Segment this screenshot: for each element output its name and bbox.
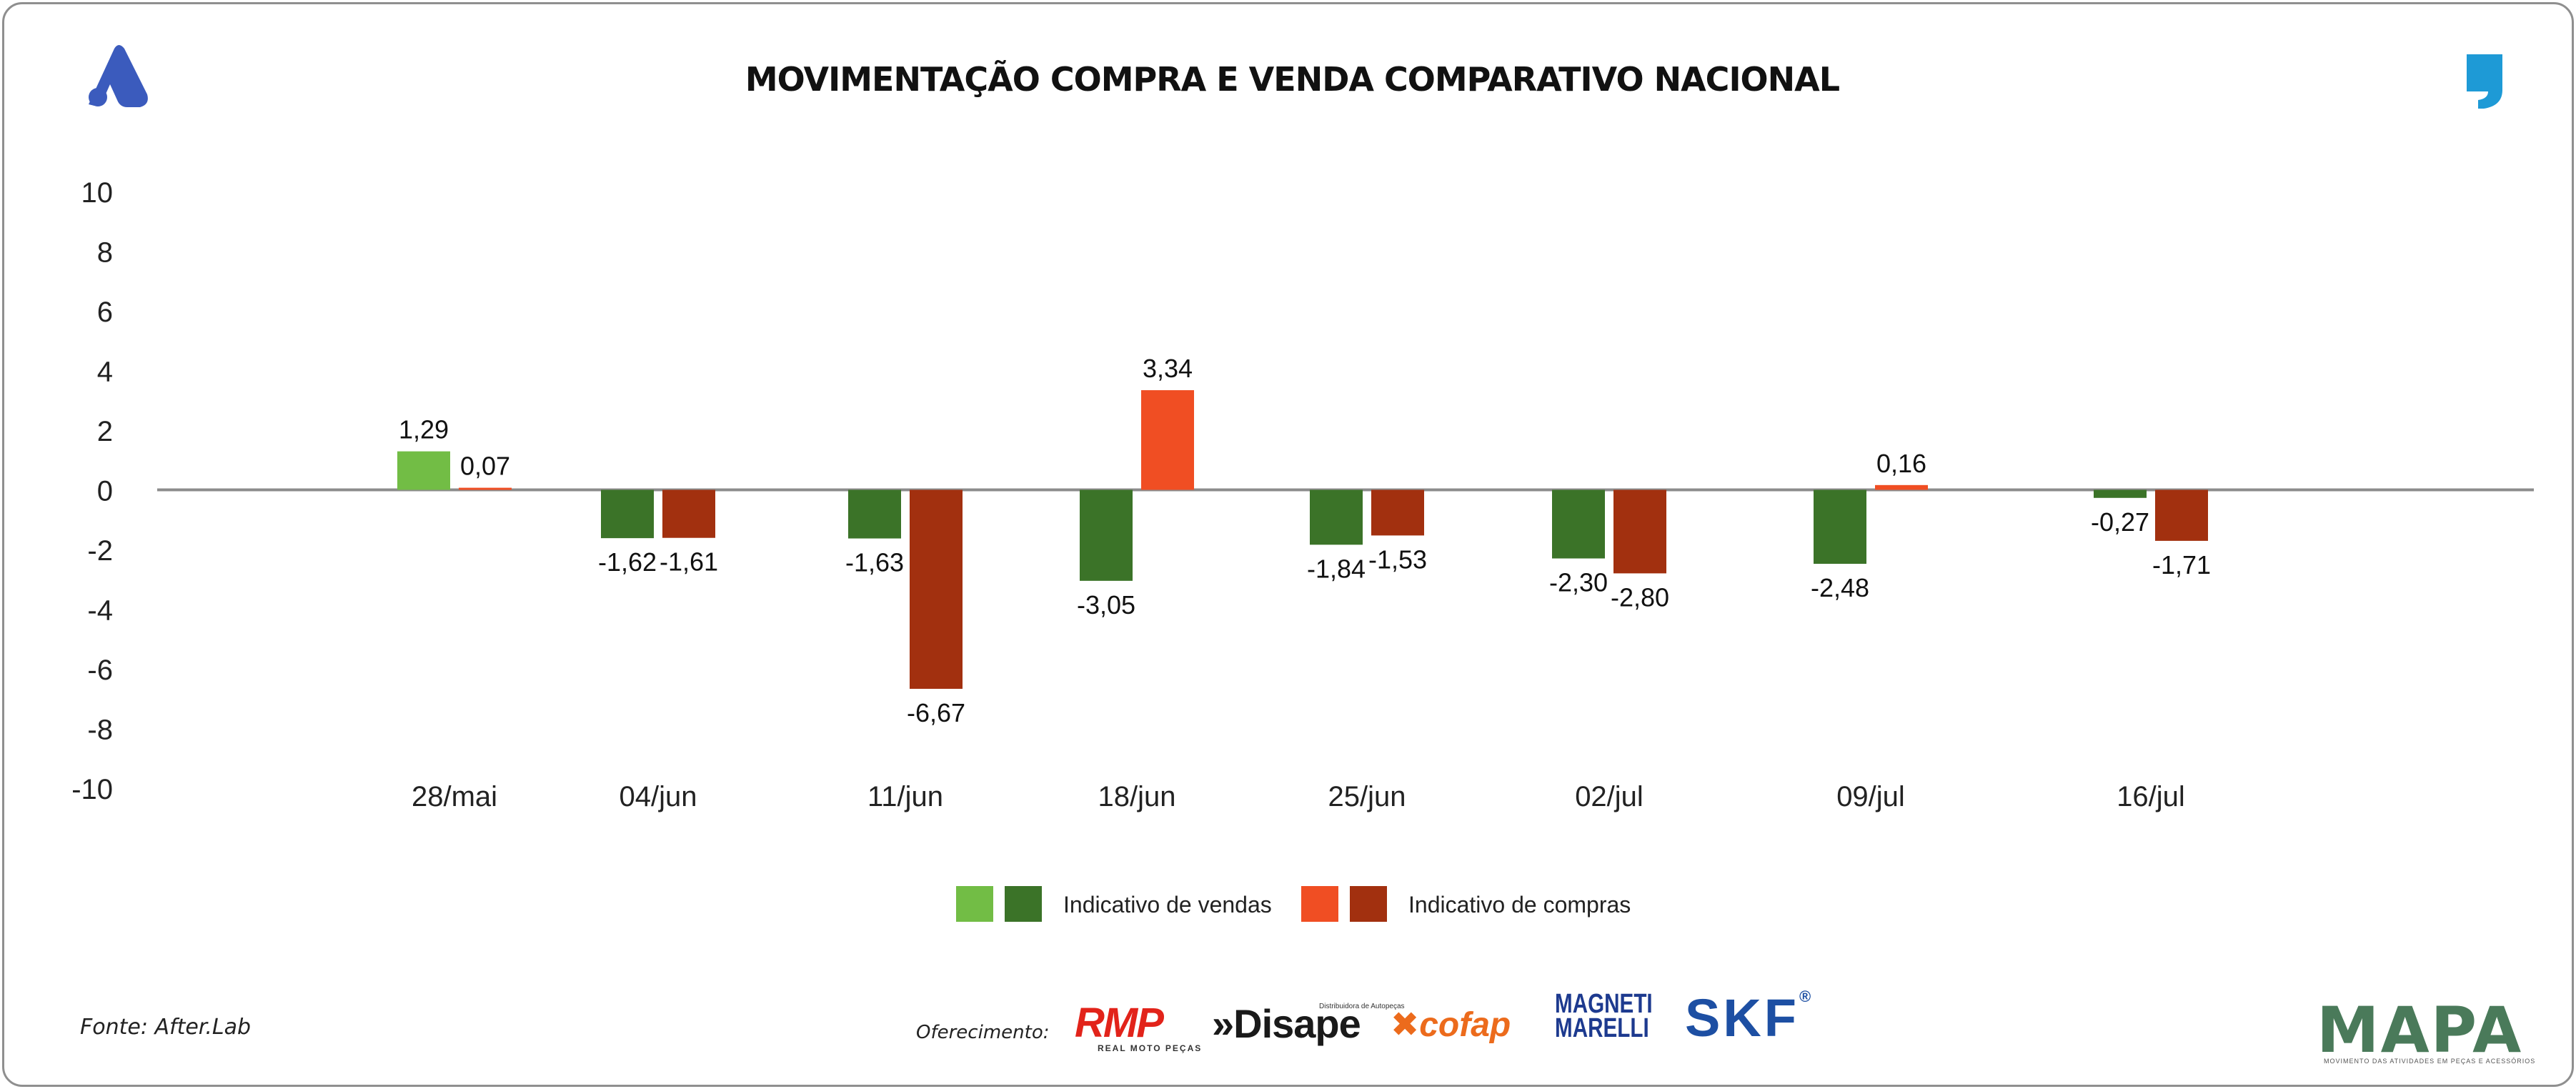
bar-compras	[662, 489, 715, 538]
mapa-logo: MAPA	[2317, 993, 2523, 1067]
rmp-logo-text: RMP	[1075, 1000, 1164, 1046]
cofap-logo-text: cofap	[1419, 1006, 1511, 1044]
bar-vendas	[397, 451, 450, 490]
legend-swatch	[956, 886, 993, 922]
bar-vendas	[1310, 489, 1363, 545]
sponsor-logo-disape: »Disape	[1212, 1001, 1361, 1046]
legend-label: Indicativo de compras	[1408, 892, 1631, 918]
data-label-compras: -2,80	[1611, 582, 1669, 612]
data-label-vendas: -1,62	[598, 547, 657, 577]
bar-compras	[1613, 489, 1666, 574]
bar-vendas	[2094, 489, 2147, 498]
data-label-vendas: -2,48	[1811, 573, 1869, 602]
y-tick-label: 10	[81, 177, 114, 209]
bar-compras	[459, 487, 512, 490]
sponsor-logo-magneti-marelli: MAGNETI MARELLI	[1555, 989, 1653, 1043]
data-label-compras: 0,16	[1876, 449, 1926, 478]
y-tick-label: 2	[97, 416, 113, 447]
legend-swatch	[1301, 886, 1338, 922]
x-tick-label: 11/jun	[867, 781, 943, 812]
x-tick-label: 18/jun	[1098, 781, 1176, 812]
bar-vendas	[1080, 489, 1133, 581]
afterlab-logo-icon	[89, 45, 148, 107]
bar-compras	[1141, 390, 1194, 490]
y-tick-label: 8	[97, 237, 113, 269]
legend-swatch	[1350, 886, 1387, 922]
bar-compras	[910, 489, 963, 689]
y-tick-label: 0	[97, 476, 113, 507]
data-label-vendas: -3,05	[1077, 590, 1135, 620]
x-tick-label: 09/jul	[1836, 781, 1905, 812]
sponsor-logo-skf: SKF®	[1685, 988, 1814, 1048]
data-label-vendas: -2,30	[1549, 568, 1608, 597]
x-tick-label: 25/jun	[1328, 781, 1406, 812]
data-label-compras: -1,61	[660, 547, 718, 577]
x-tick-label: 28/mai	[412, 781, 497, 812]
sponsor-logo-rmp: RMP	[1075, 999, 1164, 1047]
chart-title: MOVIMENTAÇÃO COMPRA E VENDA COMPARATIVO …	[745, 60, 1840, 99]
x-tick-label: 02/jul	[1575, 781, 1643, 812]
y-tick-label: -6	[87, 655, 113, 686]
y-tick-label: -8	[87, 715, 113, 746]
data-label-vendas: -1,84	[1307, 554, 1366, 583]
rmp-logo-subtitle: REAL MOTO PEÇAS	[1098, 1043, 1203, 1053]
bar-compras	[2155, 489, 2208, 541]
mapa-logo-subtitle: MOVIMENTO DAS ATIVIDADES EM PEÇAS E ACES…	[2324, 1058, 2536, 1065]
y-tick-label: 4	[97, 357, 113, 388]
bar-vendas	[848, 489, 901, 539]
skf-logo-text: SKF	[1685, 988, 1799, 1048]
legend-swatch	[1005, 886, 1042, 922]
data-label-compras: -6,67	[907, 698, 965, 727]
sponsor-label: Oferecimento:	[916, 1022, 1050, 1043]
chart-canvas: 10 8 6 4 2 0 -2 -4 -6 -8 -10 28/mai 04/jun 11/jun 18/j…	[71, 45, 2534, 922]
y-tick-label: -2	[87, 535, 113, 567]
legend-label: Indicativo de vendas	[1063, 892, 1272, 918]
bar-compras	[1371, 489, 1424, 536]
bar-vendas	[1552, 489, 1605, 559]
quote-icon	[2467, 54, 2502, 109]
y-tick-label: 6	[97, 297, 113, 328]
sponsor-logo-cofap: ✖cofap	[1391, 1006, 1511, 1044]
source-label: Fonte: After.Lab	[80, 1015, 252, 1040]
data-label-compras: 3,34	[1143, 354, 1193, 383]
data-label-vendas: -1,63	[845, 548, 904, 577]
data-label-vendas: 1,29	[399, 415, 449, 444]
y-tick-label: -10	[71, 774, 113, 805]
data-label-compras: -1,71	[2152, 550, 2211, 580]
y-tick-label: -4	[87, 595, 113, 627]
bar-compras	[1875, 484, 1928, 490]
data-label-vendas: -0,27	[2091, 507, 2149, 537]
data-label-compras: 0,07	[460, 452, 510, 481]
disape-logo-subtitle: Distribuidora de Autopeças	[1319, 1003, 1405, 1010]
bar-vendas	[1814, 489, 1866, 565]
bar-vendas	[601, 489, 654, 539]
data-label-compras: -1,53	[1368, 544, 1427, 574]
x-tick-label: 04/jun	[620, 781, 697, 812]
x-tick-label: 16/jul	[2117, 781, 2185, 812]
